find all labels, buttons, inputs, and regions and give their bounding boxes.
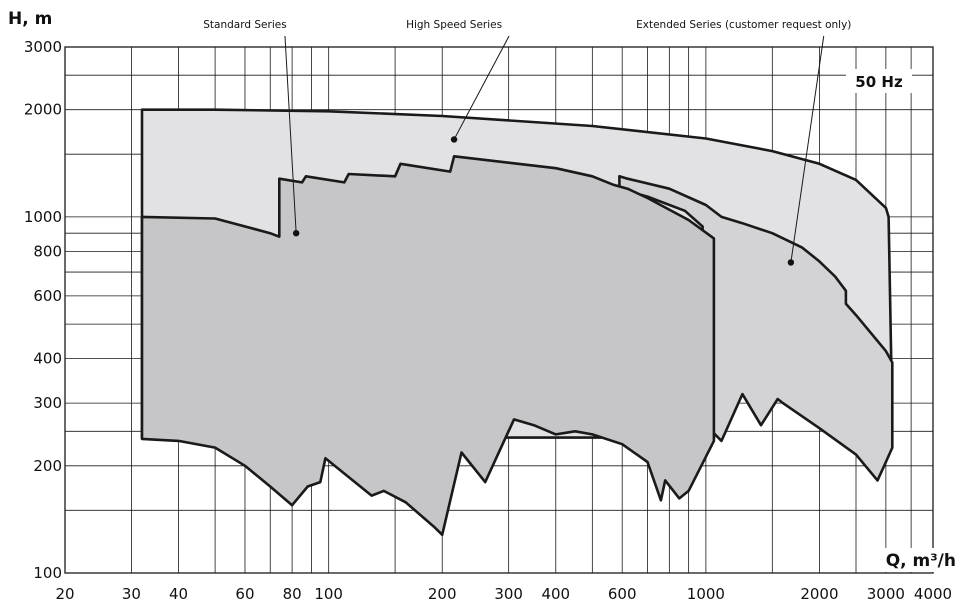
area-extended-series-customer-request-only [618,175,894,482]
y-tick-label: 400 [33,350,62,368]
y-axis-title: H, m [8,9,52,29]
tick-labels: 20 30 40 60 80 100 200 300 400 600 1000 2000 3000 400… [24,38,952,603]
x-axis-title: Q, m³/h [886,551,956,571]
x-tick-label: 300 [494,585,523,603]
x-tick-label: 40 [169,585,188,603]
leader-line [790,35,825,263]
y-tick-label: 200 [33,457,62,475]
x-tick-label: 3000 [867,585,905,603]
leader-line [453,35,510,140]
frequency-annotation: 50 Hz [846,69,912,93]
series-marker-dot [787,259,795,266]
y-tick-label: 2000 [24,101,62,119]
x-tick-label: 400 [541,585,570,603]
y-tick-label: 800 [33,242,62,260]
series-areas [140,108,894,537]
series-label: Standard Series [203,19,286,31]
x-tick-label: 4000 [914,585,952,603]
x-tick-label: 2000 [800,585,838,603]
x-tick-label: 200 [428,585,457,603]
x-tick-label: 60 [235,585,254,603]
series-markers: Standard Series High Speed Series Extended… [203,19,851,266]
leader-line [284,35,297,234]
plot-frame [64,46,934,574]
y-tick-label: 100 [33,564,62,582]
x-tick-label: 80 [283,585,302,603]
series-label: Extended Series (customer request only) [636,19,851,31]
x-tick-label: 20 [55,585,74,603]
y-tick-label: 3000 [24,38,62,56]
area-standard-series [140,155,716,537]
x-tick-label: 30 [122,585,141,603]
y-tick-label: 600 [33,287,62,305]
x-tick-label: 600 [608,585,637,603]
series-marker-dot [292,229,300,237]
series-marker-dot [450,136,458,143]
y-tick-label: 300 [33,394,62,412]
y-tick-label: 1000 [24,208,62,226]
series-label: High Speed Series [406,19,502,31]
x-tick-label: 100 [314,585,343,603]
frequency-label: 50 Hz [855,73,903,91]
x-tick-label: 1000 [687,585,725,603]
x-axis-title-group: Q, m³/h [880,548,958,572]
